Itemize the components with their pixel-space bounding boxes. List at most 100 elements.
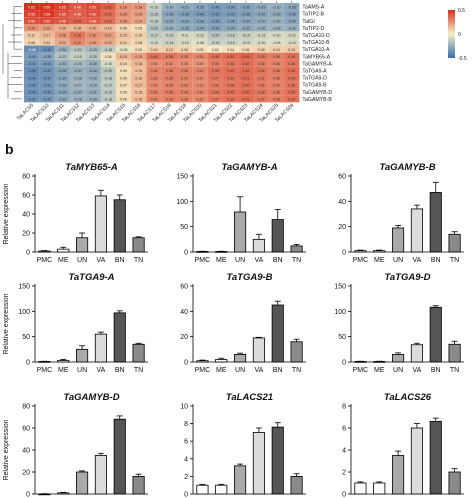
- y-tick-label: 60: [180, 284, 188, 291]
- heatmap-cell-value: 0.35: [212, 62, 219, 66]
- heatmap-cell-value: 0.16: [105, 27, 112, 31]
- heatmap-cell-value: -0.36: [211, 27, 219, 31]
- x-tick-label: PMC: [195, 367, 211, 374]
- heatmap-cell-value: 0.34: [181, 98, 188, 102]
- heatmap-cell-value: 0.30: [89, 34, 96, 38]
- heatmap-cell-value: -0.42: [43, 69, 51, 73]
- bar: [133, 476, 144, 494]
- heatmap-cell-value: -0.32: [89, 69, 97, 73]
- bar: [430, 192, 441, 252]
- heatmap-cell-value: 0.30: [151, 62, 158, 66]
- heatmap-cell-value: -0.43: [28, 83, 36, 87]
- heatmap-cell-value: -0.35: [165, 12, 173, 16]
- heatmap-cell-value: 0.42: [105, 12, 112, 16]
- y-tick-label: 50: [180, 224, 188, 231]
- heatmap-cell-value: -0.11: [181, 34, 189, 38]
- heatmap-cell-value: 0.38: [288, 83, 295, 87]
- heatmap-cell-value: 0.40: [288, 91, 295, 95]
- heatmap-row-label: TaTIP2-B: [302, 12, 324, 18]
- heatmap-cell-value: -0.20: [211, 34, 219, 38]
- heatmap-cell-value: -0.42: [211, 12, 219, 16]
- heatmap-cell-value: 0.52: [89, 5, 96, 9]
- heatmap-cell-value: 0.38: [166, 55, 173, 59]
- x-tick-label: TN: [292, 257, 301, 264]
- y-tick-label: 60: [338, 174, 346, 181]
- heatmap-cell-value: -0.40: [196, 12, 204, 16]
- heatmap-cell-value: 0.16: [135, 98, 142, 102]
- heatmap-cell-value: -0.10: [272, 34, 280, 38]
- heatmap-cell-value: -0.38: [211, 20, 219, 24]
- x-tick-label: TN: [134, 367, 143, 374]
- heatmap-cell-value: 0.20: [89, 27, 96, 31]
- heatmap-cell-value: 0.40: [227, 69, 234, 73]
- heatmap-cell-value: -0.34: [58, 76, 66, 80]
- heatmap-cell-value: -0.18: [226, 34, 234, 38]
- heatmap-cell-value: 0.05: [135, 27, 142, 31]
- heatmap-row-label: TaTGA9-B: [302, 83, 327, 89]
- bar: [114, 419, 125, 494]
- panel-b-label: b: [5, 141, 14, 157]
- heatmap-cell-value: 0.06: [120, 76, 127, 80]
- heatmap-cell-value: 0.34: [273, 62, 280, 66]
- bar: [374, 251, 385, 252]
- heatmap-cell-value: 0.05: [196, 48, 203, 52]
- y-tick-label: 0: [26, 250, 30, 257]
- heatmap-cell-value: -0.40: [226, 12, 234, 16]
- heatmap-cell-value: -0.30: [73, 69, 81, 73]
- bar: [197, 361, 208, 362]
- heatmap-cell-value: -0.42: [43, 76, 51, 80]
- heatmap-row-label: TaGAMYB-B: [302, 97, 332, 103]
- y-tick-label: 6: [342, 426, 346, 433]
- heatmap-cell-value: 0.40: [212, 55, 219, 59]
- bar: [76, 349, 87, 362]
- x-tick-label: BN: [431, 367, 441, 374]
- heatmap-cell-value: 0.07: [120, 83, 127, 87]
- heatmap-cell-value: -0.34: [181, 20, 189, 24]
- bar: [197, 485, 208, 494]
- x-tick-label: ME: [58, 367, 69, 374]
- heatmap-cell-value: 0.34: [166, 83, 173, 87]
- heatmap-cell-value: -0.17: [104, 83, 112, 87]
- bar: [291, 342, 302, 362]
- bar: [253, 338, 264, 362]
- heatmap-cell-value: -0.30: [165, 27, 173, 31]
- heatmap-row-label: TaTGA10-A: [302, 47, 330, 53]
- heatmap-cell-value: -0.20: [89, 55, 97, 59]
- heatmap-cell-value: -0.34: [196, 27, 204, 31]
- heatmap-cell-value: -0.10: [257, 41, 265, 45]
- heatmap-cell-value: -0.22: [58, 55, 66, 59]
- heatmap-cell-value: 0.38: [258, 91, 265, 95]
- heatmap-cell-value: 0.40: [242, 62, 249, 66]
- heatmap-cell-value: -0.30: [89, 62, 97, 66]
- heatmap-cell-value: 0.30: [181, 62, 188, 66]
- color-scale-tick: 0: [458, 32, 461, 38]
- chart-title: TaTGA9-D: [384, 272, 430, 283]
- bar: [392, 354, 403, 362]
- bar: [411, 428, 422, 494]
- bar: [216, 359, 227, 362]
- bar: [272, 427, 283, 494]
- x-tick-label: TN: [450, 367, 459, 374]
- heatmap-cell-value: 0.40: [151, 55, 158, 59]
- heatmap-cell-value: 0.33: [151, 76, 158, 80]
- bar: [76, 472, 87, 494]
- heatmap-cell-value: 0.42: [242, 91, 249, 95]
- heatmap-cell-value: 0.62: [28, 5, 35, 9]
- heatmap-cell-value: 0.36: [258, 62, 265, 66]
- heatmap-cell-value: 0.36: [258, 83, 265, 87]
- x-tick-label: UN: [393, 257, 403, 264]
- heatmap-cell-value: 0.06: [242, 48, 249, 52]
- y-tick-label: 100: [18, 309, 30, 316]
- bar: [133, 344, 144, 362]
- color-scale-tick: 0.5: [458, 8, 465, 14]
- heatmap-cell-value: -0.38: [226, 5, 234, 9]
- bar: [449, 344, 460, 362]
- chart-title: TaLACS21: [226, 392, 273, 403]
- heatmap-cell-value: -0.30: [73, 91, 81, 95]
- heatmap-cell-value: 0.24: [135, 20, 142, 24]
- heatmap-cell-value: 0.50: [28, 20, 35, 24]
- bar: [234, 354, 245, 362]
- x-tick-label: UN: [393, 367, 403, 374]
- bar: [76, 238, 87, 252]
